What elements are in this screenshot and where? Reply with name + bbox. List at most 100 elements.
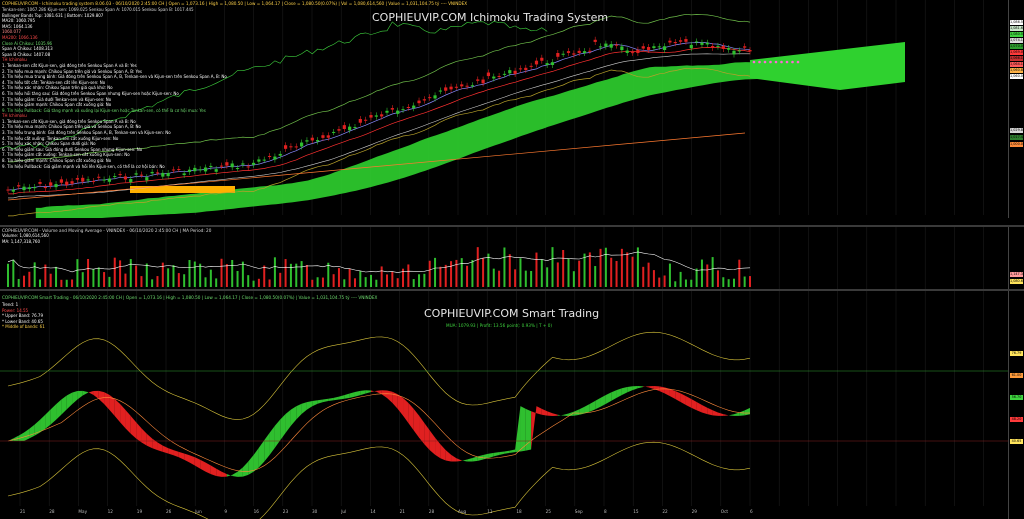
trend-ribbon-segment bbox=[301, 402, 307, 415]
candle bbox=[630, 52, 635, 54]
trend-ribbon-segment bbox=[120, 404, 126, 429]
volume-bar bbox=[28, 271, 31, 287]
price-axis[interactable]: 1,086.5 1,081.6 1,080.5 1,074.1 1,070.0 1,069… bbox=[1008, 0, 1024, 218]
trend-ribbon-segment bbox=[659, 386, 665, 394]
volume-bar bbox=[700, 259, 703, 287]
pane-divider[interactable] bbox=[0, 225, 1024, 227]
volume-bar bbox=[540, 259, 543, 287]
volume-bar bbox=[44, 264, 47, 287]
indicator-axis[interactable]: 76.79 61.00 56.70 48.20 40.65 bbox=[1008, 291, 1024, 519]
trend-ribbon-segment bbox=[429, 430, 436, 455]
trend-ribbon-segment bbox=[152, 438, 158, 451]
smart-trading-pane[interactable]: COPHIEUVIP.COM Smart Trading - 06/10/202… bbox=[0, 291, 1024, 519]
trend-ribbon-segment bbox=[648, 386, 654, 389]
volume-bar bbox=[236, 270, 239, 287]
volume-bar bbox=[428, 260, 431, 287]
date-tick-label: 23 bbox=[282, 509, 289, 514]
trend-ribbon-segment bbox=[637, 386, 644, 389]
trend-ribbon-segment bbox=[376, 390, 382, 395]
candle bbox=[529, 65, 533, 67]
candle bbox=[49, 182, 53, 186]
volume-bar bbox=[124, 273, 127, 287]
volume-bar bbox=[156, 276, 159, 287]
volume-bar bbox=[279, 272, 282, 287]
trend-ribbon-segment bbox=[136, 422, 142, 443]
volume-bar bbox=[49, 273, 52, 287]
smart-trading-chart[interactable] bbox=[0, 291, 1009, 519]
forecast-marker bbox=[780, 60, 783, 64]
volume-pane[interactable]: COPHIEUVIP.COM - Volume and Moving Avera… bbox=[0, 227, 1024, 289]
volume-chart[interactable] bbox=[0, 227, 1009, 289]
date-tick-label: 29 bbox=[691, 509, 697, 514]
date-tick-label: 26 bbox=[166, 509, 172, 514]
info-line: Power: 14.55 bbox=[2, 307, 29, 313]
volume-bar bbox=[418, 274, 421, 287]
volume-bar bbox=[327, 262, 330, 287]
info-line: 4. Tín hiệu tốt cắt: Tenkan-sen cắt lên … bbox=[2, 79, 106, 85]
volume-axis[interactable]: 1,147.3M 1,080.6M bbox=[1008, 227, 1024, 289]
candle bbox=[139, 174, 144, 176]
date-tick-label: Aug bbox=[458, 509, 467, 514]
ichimoku-pane[interactable]: COPHIEUVIP.COM - Ichimoku trading system… bbox=[0, 0, 1024, 218]
volume-bar bbox=[572, 271, 575, 287]
trend-ribbon-segment bbox=[360, 390, 366, 396]
trend-ribbon-segment bbox=[82, 390, 89, 396]
date-tick-label: 9 bbox=[224, 509, 228, 514]
volume-bar bbox=[39, 279, 42, 287]
candle bbox=[454, 86, 459, 88]
volume-bar bbox=[594, 266, 597, 287]
trend-ribbon-segment bbox=[531, 406, 537, 450]
trend-ribbon-segment bbox=[541, 408, 548, 416]
trend-ribbon-segment bbox=[312, 400, 318, 407]
candle bbox=[316, 140, 320, 142]
volume-bar bbox=[471, 259, 474, 287]
candle bbox=[625, 50, 629, 53]
candle bbox=[209, 165, 213, 168]
date-tick-label: 18 bbox=[516, 509, 522, 514]
axis-value-tag: 1,060.0 bbox=[1010, 74, 1023, 79]
trend-ribbon-segment bbox=[24, 428, 30, 441]
date-tick-label: Jul bbox=[341, 509, 347, 514]
volume-bar bbox=[743, 276, 746, 287]
trend-ribbon-segment bbox=[50, 404, 57, 425]
volume-bar bbox=[583, 253, 586, 287]
pane-divider[interactable] bbox=[0, 289, 1024, 291]
info-line: * Lower Band: 40.65 bbox=[2, 318, 43, 324]
candle bbox=[118, 174, 122, 176]
trend-ribbon-segment bbox=[130, 416, 137, 439]
candle bbox=[438, 90, 442, 92]
ichimoku-chart[interactable] bbox=[0, 0, 1009, 218]
candle bbox=[262, 159, 266, 161]
volume-ma-line bbox=[7, 251, 751, 273]
volume-bar bbox=[135, 265, 138, 287]
candle bbox=[91, 180, 96, 182]
candle bbox=[695, 41, 699, 43]
candle bbox=[711, 46, 715, 48]
kumo-cloud-bearish bbox=[130, 186, 235, 193]
trend-ribbon-segment bbox=[66, 392, 73, 410]
candle bbox=[732, 50, 736, 55]
volume-bar bbox=[321, 277, 324, 287]
candle bbox=[22, 186, 26, 191]
candle bbox=[369, 115, 373, 118]
info-line: * Upper Band: 76.79 bbox=[2, 313, 43, 319]
trend-ribbon-segment bbox=[317, 399, 323, 404]
volume-bar bbox=[487, 253, 490, 287]
axis-value-tag: 1,080.6M bbox=[1010, 279, 1024, 284]
date-tick-label: May bbox=[78, 509, 88, 514]
volume-bar bbox=[295, 263, 298, 287]
candle bbox=[641, 46, 645, 49]
info-line: 9. Tín hiệu Pullback: Giá tăng mạnh và x… bbox=[2, 107, 206, 113]
volume-bar bbox=[188, 260, 191, 287]
trend-ribbon-segment bbox=[162, 445, 169, 454]
candle bbox=[161, 172, 165, 177]
volume-bar bbox=[407, 264, 410, 287]
trend-ribbon-segment bbox=[258, 440, 265, 468]
forecast-marker bbox=[796, 60, 800, 64]
trend-ribbon-segment bbox=[40, 414, 46, 433]
trend-ribbon-segment bbox=[669, 388, 676, 400]
info-line: MA200: 1066.136 bbox=[2, 34, 38, 40]
candle bbox=[428, 97, 432, 99]
volume-bar bbox=[65, 279, 68, 287]
candle bbox=[54, 184, 58, 188]
